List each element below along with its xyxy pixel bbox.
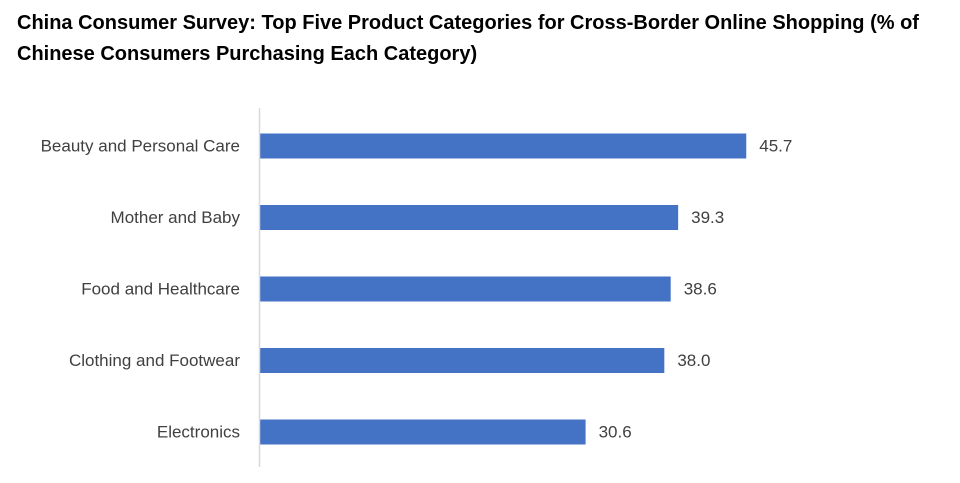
bars-layer [260, 133, 747, 445]
bar-electronics [260, 419, 586, 445]
bar-beauty-and-personal-care [260, 133, 747, 159]
category-label-clothing-and-footwear: Clothing and Footwear [69, 351, 240, 370]
category-label-food-and-healthcare: Food and Healthcare [81, 280, 240, 299]
bar-clothing-and-footwear [260, 348, 665, 373]
chart-title: China Consumer Survey: Top Five Product … [17, 12, 919, 65]
value-labels: 45.7 39.3 38.6 38.0 30.6 [599, 137, 793, 442]
bar-food-and-healthcare [260, 276, 671, 302]
bar-mother-and-baby [260, 205, 679, 230]
value-label-electronics: 30.6 [599, 423, 632, 442]
value-label-beauty-and-personal-care: 45.7 [759, 137, 792, 156]
value-label-food-and-healthcare: 38.6 [684, 280, 717, 299]
value-label-mother-and-baby: 39.3 [691, 208, 724, 227]
category-label-mother-and-baby: Mother and Baby [111, 208, 241, 227]
category-labels: Beauty and Personal Care Mother and Baby F… [41, 137, 241, 442]
category-label-electronics: Electronics [157, 423, 240, 442]
value-label-clothing-and-footwear: 38.0 [677, 351, 710, 370]
category-label-beauty-and-personal-care: Beauty and Personal Care [41, 137, 240, 156]
